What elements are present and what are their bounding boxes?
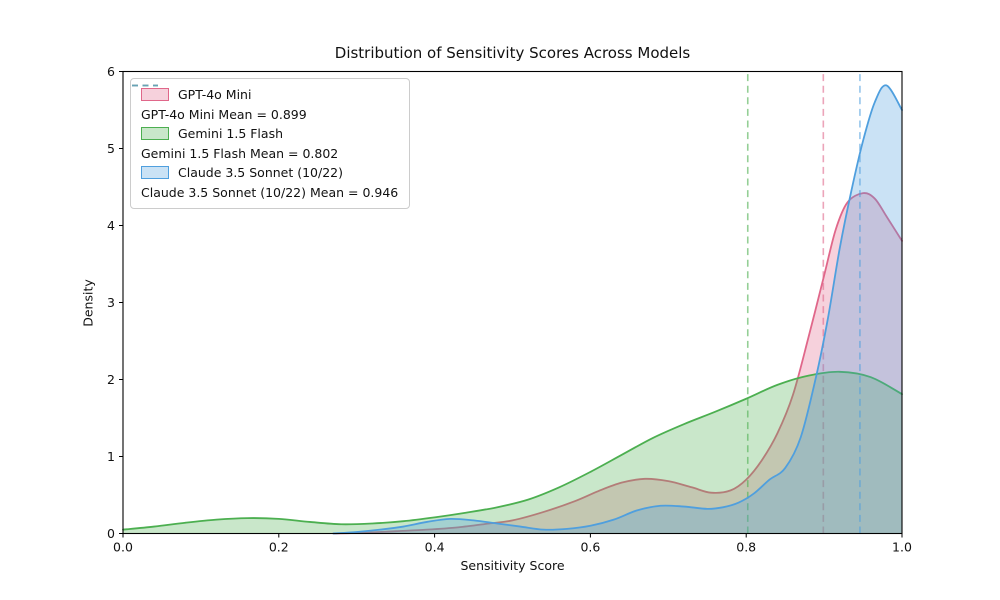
legend-item-claude-3-5-sonnet-10-22-mean: Claude 3.5 Sonnet (10/22) Mean = 0.946 (132, 84, 399, 203)
kde-fill-gpt-4o-mini (333, 193, 903, 534)
legend-patch-icon-gpt-4o-mini (141, 88, 169, 102)
legend-item-gpt-4o-mini-mean: GPT-4o Mini Mean = 0.899 (132, 84, 398, 125)
legend-patch-icon-gemini-1-5-flash (141, 127, 169, 141)
chart-title: Distribution of Sensitivity Scores Acros… (334, 44, 691, 62)
legend-mean-label: GPT-4o Mini Mean = 0.899 (141, 106, 307, 122)
legend-label: Gemini 1.5 Flash (178, 126, 284, 142)
x-tick-label: 0.0 (113, 540, 133, 555)
kde-fill-gemini-1-5-flash (123, 371, 902, 534)
legend-patch-icon-claude-3-5-sonnet-10-22 (141, 166, 169, 180)
y-axis-label: Density (80, 279, 96, 327)
legend-label: GPT-4o Mini (178, 87, 252, 103)
x-tick-label: 1.0 (892, 540, 912, 555)
y-tick-label: 2 (107, 372, 115, 387)
y-tick-label: 0 (107, 526, 115, 541)
y-tick-label: 3 (107, 295, 115, 310)
kde-fill-claude-3-5-sonnet-10-22 (333, 85, 903, 534)
legend-item-gemini-1-5-flash-mean: Gemini 1.5 Flash Mean = 0.802 (132, 84, 398, 164)
x-tick-label: 0.2 (269, 540, 289, 555)
legend-label: Claude 3.5 Sonnet (10/22) (178, 165, 344, 181)
legend-box: GPT-4o Mini GPT-4o Mini Mean = 0.899 Gemin… (130, 78, 411, 209)
x-tick-label: 0.6 (580, 540, 600, 555)
y-tick-label: 5 (107, 141, 115, 156)
y-tick-label: 6 (107, 64, 115, 79)
legend-item-claude-3-5-sonnet-10-22: Claude 3.5 Sonnet (10/22) (141, 163, 398, 183)
legend-item-gpt-4o-mini: GPT-4o Mini (141, 85, 398, 105)
x-axis-label: Sensitivity Score (460, 558, 565, 573)
y-tick-label: 4 (107, 218, 115, 233)
legend-item-gemini-1-5-flash: Gemini 1.5 Flash (141, 124, 398, 144)
y-tick-label: 1 (107, 449, 115, 464)
x-tick-label: 0.8 (736, 540, 756, 555)
legend-mean-label: Claude 3.5 Sonnet (10/22) Mean = 0.946 (141, 184, 399, 200)
kde-line-gemini-1-5-flash (122, 370, 903, 531)
kde-line-gpt-4o-mini (332, 192, 903, 535)
kde-line-claude-3-5-sonnet-10-22 (332, 84, 903, 535)
legend-mean-label: Gemini 1.5 Flash Mean = 0.802 (141, 145, 339, 161)
legend-dashed-line-icon-claude-3-5-sonnet-10-22 (132, 84, 158, 87)
x-tick-label: 0.4 (425, 540, 445, 555)
